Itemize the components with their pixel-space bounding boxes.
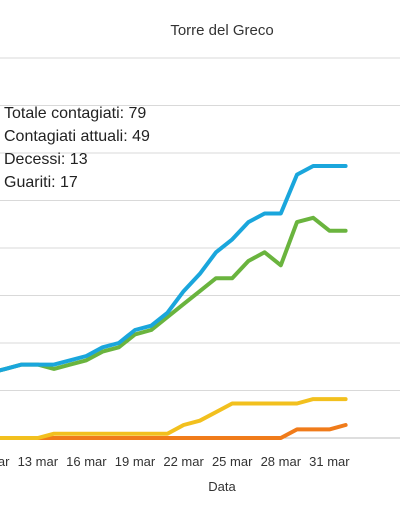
stat-recovered: Guariti: 17 (4, 174, 78, 191)
x-tick-label: 28 mar (261, 454, 302, 469)
x-tick-label: 10 mar (0, 454, 10, 469)
x-tick-labels: 10 mar 13 mar 16 mar 19 mar 22 mar 25 mar 28 m… (0, 454, 350, 469)
stat-current-infected: Contagiati attuali: 49 (4, 128, 150, 145)
series-lines (0, 164, 348, 440)
series-line-2 (0, 397, 348, 440)
x-axis-label: Data (208, 479, 236, 494)
series-line-1 (0, 215, 348, 373)
stat-deaths: Decessi: 13 (4, 151, 88, 168)
x-tick-label: 16 mar (66, 454, 107, 469)
x-tick-label: 19 mar (115, 454, 156, 469)
x-tick-label: 13 mar (18, 454, 59, 469)
series-line-0 (0, 164, 348, 373)
x-tick-label: 31 mar (309, 454, 350, 469)
x-tick-label: 22 mar (163, 454, 204, 469)
stat-total-infected: Totale contagiati: 79 (4, 105, 147, 122)
chart-title: Torre del Greco (170, 22, 273, 39)
x-tick-label: 25 mar (212, 454, 253, 469)
stats-box: Totale contagiati: 79 Contagiati attuali… (4, 102, 150, 194)
grid-lines (0, 57, 400, 439)
